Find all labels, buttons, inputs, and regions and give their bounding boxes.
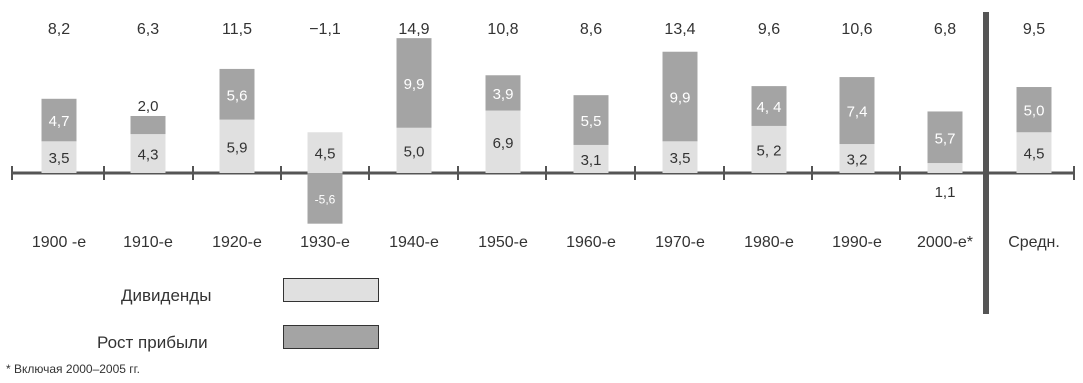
bar-dividends [573, 144, 609, 173]
total-return-label: 8,6 [580, 21, 602, 38]
bar-dividends [662, 141, 698, 173]
bar-earnings-growth [751, 86, 787, 126]
bar-earnings-growth [573, 95, 609, 145]
data-label-earnings-growth: 5,7 [935, 130, 956, 147]
bar-earnings-growth [1016, 87, 1052, 133]
bar-earnings-growth [839, 77, 875, 145]
total-return-label: 9,6 [758, 21, 780, 38]
x-axis-category-label: 1900 -е [32, 234, 86, 251]
total-return-label: 6,3 [137, 21, 159, 38]
data-label-earnings-growth: 9,9 [404, 76, 425, 93]
bar-dividends [485, 110, 521, 173]
data-label-dividends: 5, 2 [756, 142, 781, 159]
data-label-dividends: 5,0 [404, 143, 425, 160]
x-axis-category-label: Средн. [1008, 234, 1060, 251]
x-axis-category-label: 1920-е [212, 234, 262, 251]
data-label-earnings-growth: 5,5 [581, 113, 602, 130]
data-label-dividends: 1,1 [935, 184, 956, 201]
x-axis-category-label: 1950-е [478, 234, 528, 251]
bar-dividends [130, 134, 166, 173]
bar-dividends [41, 141, 77, 173]
data-label-earnings-growth: 2,0 [138, 98, 159, 115]
bar-dividends [839, 144, 875, 173]
bar-earnings-growth [41, 98, 77, 142]
data-label-dividends: 4,5 [315, 146, 336, 163]
x-axis-category-label: 1910-е [123, 234, 173, 251]
data-label-earnings-growth: -5,6 [315, 192, 336, 206]
bar-dividends [751, 125, 787, 173]
total-return-label: 6,8 [934, 21, 956, 38]
x-axis-category-label: 1930-е [300, 234, 350, 251]
bar-dividends [396, 127, 432, 173]
data-label-earnings-growth: 7,4 [847, 104, 868, 121]
data-label-dividends: 6,9 [493, 135, 514, 152]
x-axis-category-label: 1940-е [389, 234, 439, 251]
total-return-label: 9,5 [1023, 21, 1045, 38]
data-label-earnings-growth: 3,9 [493, 86, 514, 103]
data-label-earnings-growth: 4, 4 [756, 99, 781, 116]
data-label-dividends: 3,1 [581, 152, 602, 169]
bar-dividends [1016, 132, 1052, 173]
data-label-dividends: 4,5 [1024, 146, 1045, 163]
data-label-dividends: 3,5 [49, 150, 70, 167]
bar-earnings-growth [396, 38, 432, 128]
bar-dividends [927, 163, 963, 173]
x-axis-category-label: 1970-е [655, 234, 705, 251]
bar-earnings-growth [219, 68, 255, 120]
data-label-dividends: 4,3 [138, 147, 159, 164]
bar-earnings-growth [307, 173, 343, 224]
x-axis-category-label: 1990-е [832, 234, 882, 251]
bar-earnings-growth [927, 111, 963, 164]
data-label-earnings-growth: 9,9 [670, 90, 691, 107]
bar-dividends [219, 119, 255, 173]
x-axis-category-label: 1980-е [744, 234, 794, 251]
total-return-label: 11,5 [222, 21, 252, 38]
data-label-earnings-growth: 5,0 [1024, 103, 1045, 120]
total-return-label: −1,1 [309, 21, 341, 38]
data-label-dividends: 5,9 [227, 139, 248, 156]
total-return-label: 14,9 [398, 21, 429, 38]
x-axis-category-label: 2000-е* [917, 234, 973, 251]
data-label-earnings-growth: 5,6 [227, 87, 248, 104]
total-return-label: 8,2 [48, 21, 70, 38]
data-label-dividends: 3,5 [670, 150, 691, 167]
data-label-earnings-growth: 4,7 [49, 113, 70, 130]
bar-dividends [307, 132, 343, 173]
total-return-label: 10,8 [487, 21, 518, 38]
bar-earnings-growth [662, 51, 698, 142]
x-axis-category-label: 1960-е [566, 234, 616, 251]
total-return-label: 13,4 [664, 21, 695, 38]
bar-earnings-growth [485, 75, 521, 111]
bar-earnings-growth [130, 115, 166, 135]
data-label-dividends: 3,2 [847, 152, 868, 169]
footnote: * Включая 2000–2005 гг. [6, 362, 140, 376]
total-return-label: 10,6 [841, 21, 872, 38]
